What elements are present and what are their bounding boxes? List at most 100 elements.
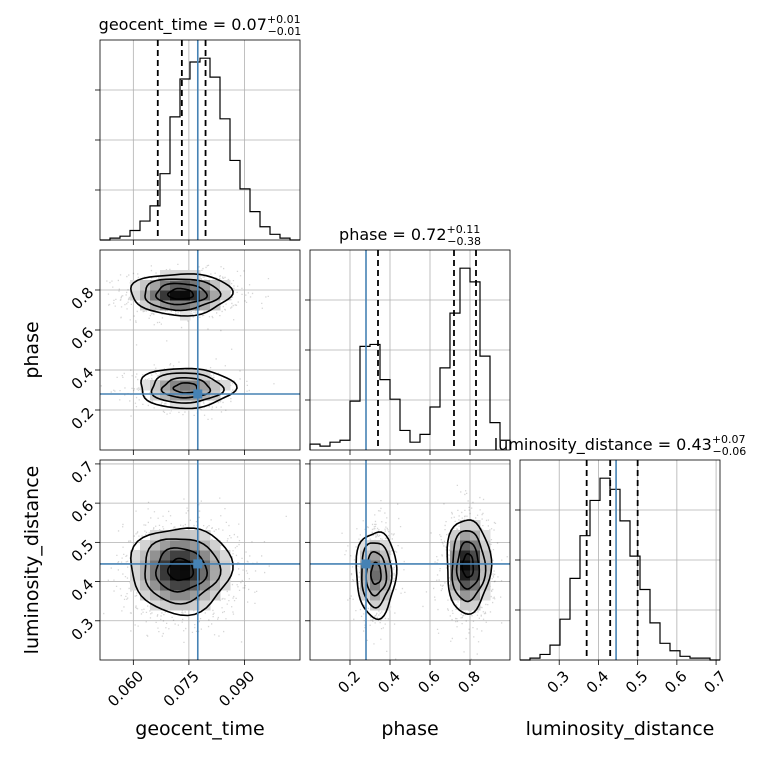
density-cell <box>170 290 181 301</box>
density-cell <box>170 600 181 611</box>
panel-title-phase: phase = 0.72+0.11 −0.38 <box>339 223 481 248</box>
density-cell <box>470 580 481 591</box>
density-cell <box>370 560 381 571</box>
title-plus: +0.11 <box>447 223 481 236</box>
ytick-label-phase: 0.8 <box>68 284 98 314</box>
density-cell <box>470 570 481 581</box>
density-cell <box>160 600 171 611</box>
density-cell <box>210 540 221 551</box>
density-cell <box>190 540 201 551</box>
title-minus: −0.38 <box>447 235 481 248</box>
density-cell <box>480 530 491 541</box>
title-plus: +0.07 <box>712 433 746 446</box>
density-cell <box>160 300 171 311</box>
density-cell <box>150 530 161 541</box>
xtick-label-phase: 0.6 <box>414 667 444 697</box>
density-cell <box>190 570 201 581</box>
panel-frame <box>99 39 301 241</box>
density-cell <box>460 560 471 571</box>
density-cell <box>200 590 211 601</box>
density-cell <box>470 600 481 611</box>
density-cell <box>460 520 471 531</box>
density-cell <box>470 520 481 531</box>
density-cell <box>180 380 191 391</box>
pair-panel-geocent_time-phase: 0.2 0.4 0.6 0.8 <box>68 249 301 455</box>
density-cell <box>150 540 161 551</box>
density-cell <box>150 380 161 391</box>
density-cell <box>150 560 161 571</box>
y-axis-label-phase: phase <box>21 321 43 378</box>
ytick-label-luminosity_distance: 0.5 <box>68 536 98 566</box>
hist-panel-luminosity_distance: luminosity_distance = 0.43+0.07 −0.06 <box>494 433 747 665</box>
density-cell <box>190 400 201 411</box>
density-cell <box>150 580 161 591</box>
density-cell <box>170 550 181 561</box>
density-cell <box>210 290 221 301</box>
density-cell <box>220 380 231 391</box>
panel-frame <box>99 459 301 661</box>
density-cell <box>200 290 211 301</box>
density-cell <box>470 550 481 561</box>
title-label: phase = 0.72 <box>339 225 446 244</box>
density-cell <box>370 570 381 581</box>
density-cell <box>140 580 151 591</box>
density-cell <box>180 550 191 561</box>
density-cell <box>130 550 141 561</box>
contour-0-0 <box>129 273 234 317</box>
x-axis-label-phase: phase <box>381 718 438 740</box>
density-cell <box>200 580 211 591</box>
density-cell <box>210 380 221 391</box>
panel-title-luminosity_distance: luminosity_distance = 0.43+0.07 −0.06 <box>494 433 747 458</box>
density-cell <box>160 290 171 301</box>
density-cell <box>130 290 141 301</box>
panel-frame <box>99 249 301 451</box>
density-cell <box>180 600 191 611</box>
density-cell <box>450 570 461 581</box>
density-cell <box>450 550 461 561</box>
x-axis-label-luminosity_distance: luminosity_distance <box>526 718 715 740</box>
density-cell <box>210 560 221 571</box>
density-cell <box>210 390 221 401</box>
density-cell <box>460 540 471 551</box>
density-cell <box>190 370 201 381</box>
density-cell <box>470 540 481 551</box>
density-cell <box>380 540 391 551</box>
density-cell <box>180 560 191 571</box>
xtick-label-phase: 0.4 <box>374 667 404 697</box>
density-cell <box>180 280 191 291</box>
xtick-label-luminosity_distance: 0.7 <box>700 667 730 697</box>
density-cell <box>180 390 191 401</box>
density-cell <box>170 280 181 291</box>
density-cell <box>370 600 381 611</box>
density-cell <box>200 300 211 311</box>
density-cell <box>460 580 471 591</box>
contour-0-1 <box>360 542 393 609</box>
ytick-label-phase: 0.6 <box>68 324 98 354</box>
hist-steps-luminosity_distance <box>520 477 720 661</box>
density-cell <box>200 280 211 291</box>
ytick-label-luminosity_distance: 0.4 <box>68 575 98 605</box>
density-cell <box>380 600 391 611</box>
density-cell <box>450 530 461 541</box>
density-cell <box>210 590 221 601</box>
density-cell <box>480 540 491 551</box>
density-cell <box>210 280 221 291</box>
density-cell <box>180 370 191 381</box>
density-cell <box>210 570 221 581</box>
density-cell <box>200 600 211 611</box>
panel-title-geocent_time: geocent_time = 0.07+0.01 −0.01 <box>99 13 302 38</box>
density-cell <box>180 540 191 551</box>
density-cell <box>190 590 201 601</box>
density-cell <box>220 550 231 561</box>
density-cell <box>170 530 181 541</box>
hist-steps-geocent_time <box>100 57 300 241</box>
density-cell <box>170 370 181 381</box>
density-cell <box>180 300 191 311</box>
density-cell <box>480 580 491 591</box>
contour-1-0 <box>140 367 238 410</box>
density-cell <box>160 570 171 581</box>
title-label: luminosity_distance = 0.43 <box>494 435 712 455</box>
hist-steps-phase <box>309 267 511 450</box>
hist-panel-geocent_time: geocent_time = 0.07+0.01 −0.01 <box>95 13 301 245</box>
density-cell <box>170 570 181 581</box>
